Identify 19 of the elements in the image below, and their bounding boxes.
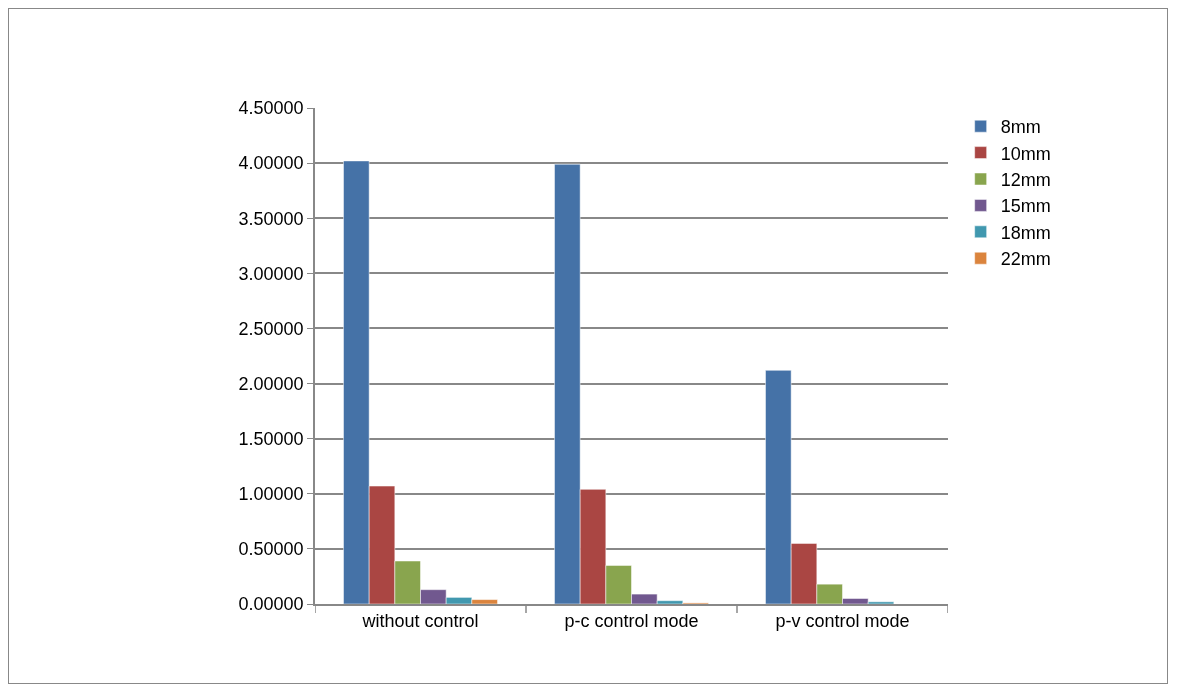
legend-label: 8mm <box>1000 117 1041 138</box>
legend-label: 10mm <box>1000 143 1051 164</box>
y-tick-label: 1.50000 <box>238 428 304 449</box>
y-tick-label: 1.00000 <box>238 484 304 505</box>
y-tick-label: 3.00000 <box>238 263 304 284</box>
x-tick-label: without control <box>361 611 479 632</box>
y-tick-label: 3.50000 <box>238 208 304 229</box>
y-tick-label: 0.50000 <box>238 539 304 560</box>
x-tick-label: p-v control mode <box>775 611 910 632</box>
y-tick-label: 2.50000 <box>238 318 304 339</box>
y-tick-label: 4.00000 <box>238 153 304 174</box>
legend-label: 18mm <box>1000 222 1051 243</box>
legend-label: 12mm <box>1000 170 1051 191</box>
y-tick-label: 2.00000 <box>238 373 304 394</box>
x-tick-label: p-c control mode <box>564 611 699 632</box>
y-tick-label: 0.00000 <box>238 594 304 615</box>
y-tick-label: 4.50000 <box>238 98 304 119</box>
legend-label: 22mm <box>1000 249 1051 270</box>
legend-label: 15mm <box>1000 196 1051 217</box>
